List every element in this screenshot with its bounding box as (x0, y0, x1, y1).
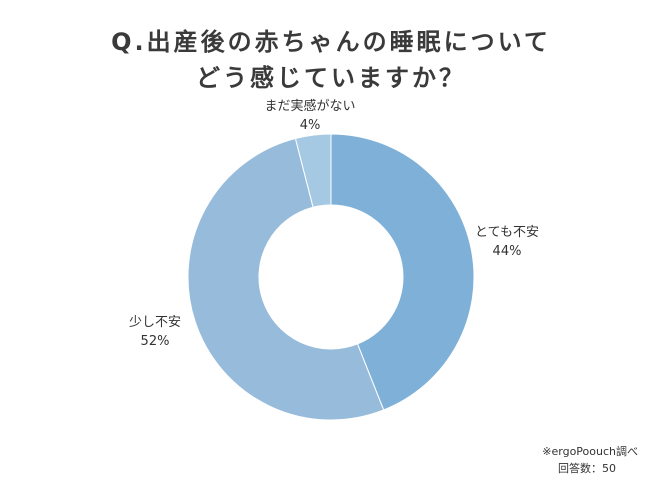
chart-title-line-1: Q.出産後の赤ちゃんの睡眠について (111, 28, 551, 56)
slice-label-0: とても不安 (475, 225, 539, 240)
response-count: 回答数：50 (558, 462, 616, 475)
slice-2 (294, 133, 332, 208)
source-note: ※ergoPoouch調べ (542, 445, 638, 458)
chart-title-line-2: どう感じていますか？ (196, 64, 466, 92)
slice-0 (330, 133, 475, 411)
slice-label-1: 少し不安 (129, 315, 181, 330)
slice-label-2: まだ実感がない (264, 98, 355, 114)
slice-value-2: 4% (300, 118, 321, 133)
slice-value-1: 52% (141, 334, 170, 349)
slice-value-0: 44% (493, 244, 522, 259)
slice-1 (187, 137, 385, 421)
